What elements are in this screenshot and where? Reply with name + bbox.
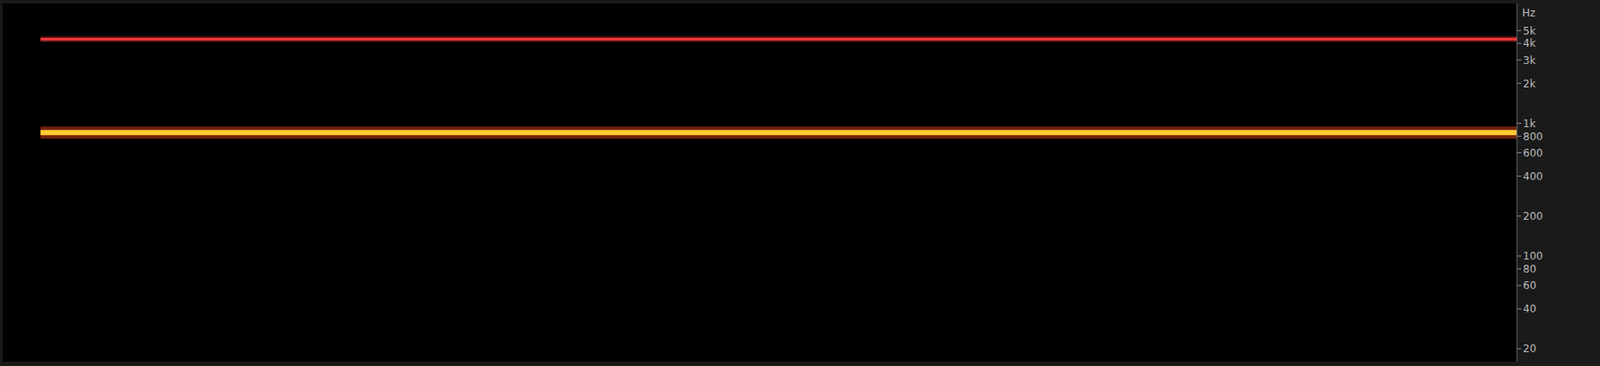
svg-text:800: 800 [1522, 130, 1543, 143]
svg-text:3k: 3k [1522, 54, 1536, 67]
svg-text:400: 400 [1522, 170, 1543, 183]
svg-text:Hz: Hz [1522, 6, 1536, 20]
svg-text:100: 100 [1522, 250, 1543, 263]
svg-text:20: 20 [1522, 342, 1536, 355]
svg-text:4k: 4k [1522, 37, 1536, 50]
svg-text:80: 80 [1522, 263, 1536, 276]
svg-text:5k: 5k [1522, 25, 1536, 38]
svg-text:600: 600 [1522, 147, 1543, 160]
svg-text:40: 40 [1522, 302, 1536, 315]
svg-text:1k: 1k [1522, 117, 1536, 130]
svg-text:2k: 2k [1522, 77, 1536, 90]
svg-text:200: 200 [1522, 210, 1543, 223]
svg-text:60: 60 [1522, 279, 1536, 292]
